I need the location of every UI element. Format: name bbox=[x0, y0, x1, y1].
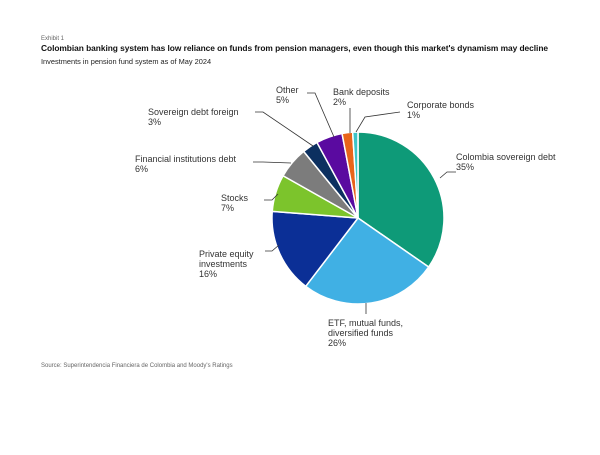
label-text: Corporate bonds bbox=[407, 100, 475, 110]
label-value: 3% bbox=[148, 117, 162, 127]
chart-subtitle: Investments in pension fund system as of… bbox=[41, 57, 212, 66]
label-value: 35% bbox=[456, 162, 475, 172]
label-text: Colombia sovereign debt bbox=[456, 152, 556, 162]
label-value: 2% bbox=[333, 97, 347, 107]
leader-line bbox=[255, 111, 314, 147]
leader-line bbox=[264, 193, 279, 201]
exhibit-label: Exhibit 1 bbox=[41, 36, 65, 42]
label-corporate-bonds: Corporate bonds 1% bbox=[407, 100, 474, 120]
label-value: 6% bbox=[135, 164, 149, 174]
pie-slice-colombia-sovereign-debt bbox=[357, 131, 445, 268]
label-text: Bank deposits bbox=[333, 87, 390, 97]
leader-line bbox=[265, 244, 280, 252]
leader-line bbox=[439, 171, 456, 179]
label-text: Financial institutions debt bbox=[135, 154, 237, 164]
label-private-equity: Private equity investments 16% bbox=[199, 249, 254, 279]
leader-line bbox=[253, 161, 292, 164]
label-value: 5% bbox=[276, 95, 290, 105]
pie-slice-etf-mutual-funds-diversified-funds bbox=[304, 217, 430, 305]
label-other: Other 5% bbox=[276, 85, 299, 105]
chart-title: Colombian banking system has low relianc… bbox=[41, 43, 548, 53]
pie-slices bbox=[271, 131, 445, 305]
pie-slice-private-equity-investments bbox=[271, 210, 359, 288]
label-etf-mutual-funds: ETF, mutual funds, diversified funds 26% bbox=[328, 318, 403, 348]
leader-line bbox=[355, 111, 401, 133]
label-value: 1% bbox=[407, 110, 421, 120]
label-text: investments bbox=[199, 259, 248, 269]
label-value: 16% bbox=[199, 269, 218, 279]
label-text: diversified funds bbox=[328, 328, 394, 338]
pie-slice-corporate-bonds bbox=[351, 131, 359, 219]
label-financial-institutions-debt: Financial institutions debt 6% bbox=[135, 154, 236, 174]
label-text: Other bbox=[276, 85, 299, 95]
label-sovereign-debt-foreign: Sovereign debt foreign 3% bbox=[148, 107, 239, 127]
label-text: ETF, mutual funds, bbox=[328, 318, 404, 328]
label-colombia-sovereign-debt: Colombia sovereign debt 35% bbox=[456, 152, 556, 172]
label-value: 26% bbox=[328, 338, 347, 348]
leader-line bbox=[307, 92, 335, 138]
label-value: 7% bbox=[221, 203, 235, 213]
label-text: Sovereign debt foreign bbox=[148, 107, 239, 117]
label-bank-deposits: Bank deposits 2% bbox=[333, 87, 390, 107]
label-text: Stocks bbox=[221, 193, 249, 203]
leader-lines bbox=[253, 92, 456, 314]
label-text: Private equity bbox=[199, 249, 254, 259]
label-stocks: Stocks 7% bbox=[221, 193, 248, 213]
source-note: Source: Superintendencia Financiera de C… bbox=[41, 363, 233, 369]
